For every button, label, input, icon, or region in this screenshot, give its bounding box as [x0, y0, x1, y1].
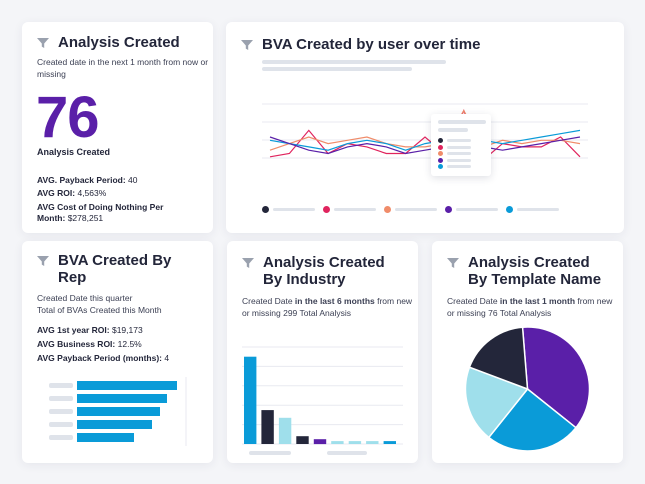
line-chart: [262, 103, 588, 162]
analysis-created-card: Analysis Created Created date in the nex…: [22, 22, 213, 233]
pie-slice: [487, 387, 577, 452]
legend-dot[interactable]: [323, 206, 330, 213]
card-header: Analysis Created By Industry: [242, 254, 398, 288]
vertical-bar-chart: [242, 346, 403, 455]
tooltip-value-placeholder: [447, 139, 471, 142]
stat-roi: AVG ROI: 4,563%: [37, 188, 107, 198]
pie-slice: [468, 326, 529, 391]
stat-business-roi: AVG Business ROI: 12.5%: [37, 339, 142, 349]
stats-list: AVG. Payback Period: 40 AVG ROI: 4,563% …: [37, 175, 207, 224]
description-line: Total of BVAs Created this Month: [37, 305, 162, 315]
bar-label-placeholder: [49, 396, 73, 401]
card-title: BVA Created By Rep: [58, 252, 172, 286]
bar: [313, 439, 327, 445]
tooltip-value-placeholder: [447, 165, 471, 168]
bar-label-placeholder: [49, 435, 73, 440]
bar: [77, 433, 134, 442]
legend-dot[interactable]: [445, 206, 452, 213]
bar: [296, 436, 309, 444]
funnel-icon[interactable]: [241, 39, 253, 51]
bar: [77, 420, 152, 429]
legend-dot[interactable]: [384, 206, 391, 213]
by-industry-card: Analysis Created By Industry Created Dat…: [227, 241, 418, 463]
axis-label-placeholder: [249, 451, 291, 455]
tooltip-subtitle-placeholder: [438, 128, 468, 132]
stat-first-year-roi: AVG 1st year ROI: $19,173: [37, 325, 143, 335]
funnel-icon[interactable]: [37, 255, 49, 267]
chart-tooltip: [431, 114, 491, 176]
legend-dot[interactable]: [506, 206, 513, 213]
legend-label-placeholder: [517, 208, 559, 211]
pie-slice: [464, 366, 529, 439]
bar: [366, 441, 379, 444]
stats-list: AVG 1st year ROI: $19,173 AVG Business R…: [37, 325, 169, 364]
legend-label-placeholder: [334, 208, 376, 211]
card-header: Analysis Created By Template Name: [447, 254, 613, 288]
funnel-icon[interactable]: [242, 257, 254, 269]
tooltip-series-dot: [438, 151, 443, 156]
axis-label-placeholder: [327, 451, 367, 455]
bar: [383, 441, 396, 444]
bar: [244, 356, 257, 444]
horizontal-bar-chart: [49, 377, 187, 446]
stat-cost-of-doing-nothing: AVG Cost of Doing Nothing Per Month: $27…: [37, 202, 164, 223]
subtitle-placeholder: [262, 60, 446, 64]
card-description: Created Date in the last 1 month from ne…: [447, 296, 613, 318]
bar-label-placeholder: [49, 409, 73, 414]
stat-payback-period: AVG Payback Period (months): 4: [37, 353, 170, 363]
tooltip-series-dot: [438, 138, 443, 143]
legend-label-placeholder: [456, 208, 498, 211]
analysis-count: 76: [36, 85, 100, 150]
bar: [77, 407, 160, 416]
by-template-card: Analysis Created By Template Name Create…: [432, 241, 623, 463]
legend-label-placeholder: [395, 208, 437, 211]
card-title: Analysis Created By Template Name: [468, 254, 602, 288]
bar-label-placeholder: [49, 422, 73, 427]
bar: [261, 410, 274, 444]
funnel-icon[interactable]: [37, 37, 49, 49]
card-title: Analysis Created By Industry: [263, 254, 385, 288]
tooltip-title-placeholder: [438, 120, 486, 124]
bar-label-placeholder: [49, 383, 73, 388]
description-line: Created Date this quarter: [37, 293, 133, 303]
tooltip-value-placeholder: [447, 158, 471, 162]
tooltip-series-dot: [438, 157, 443, 163]
bar: [331, 441, 344, 444]
tooltip-value-placeholder: [447, 152, 471, 155]
card-description: Created Date this quarter Total of BVAs …: [37, 292, 162, 316]
bva-by-rep-card: BVA Created By Rep Created Date this qua…: [22, 241, 213, 463]
analysis-count-label: Analysis Created: [37, 147, 111, 157]
tooltip-value-placeholder: [447, 145, 471, 149]
bar: [348, 441, 362, 444]
card-header: BVA Created By Rep: [37, 252, 207, 286]
series-line: [269, 129, 581, 155]
funnel-icon[interactable]: [447, 257, 459, 269]
series-line: [269, 123, 581, 151]
card-description: Created Date in the last 6 months from n…: [242, 296, 413, 318]
card-description: Created date in the next 1 month from no…: [37, 57, 209, 79]
stat-payback: AVG. Payback Period: 40: [37, 175, 138, 185]
card-title: Analysis Created: [58, 34, 180, 51]
legend-label-placeholder: [273, 208, 315, 211]
bar: [77, 381, 177, 390]
pie-chart: [464, 326, 591, 452]
bar: [77, 394, 167, 403]
tooltip-series-dot: [438, 144, 443, 150]
subtitle-placeholder: [262, 67, 412, 71]
bva-over-time-card: BVA Created by user over time: [226, 22, 624, 233]
tooltip-series-dot: [438, 164, 443, 169]
series-line: [269, 109, 581, 151]
legend-dot[interactable]: [262, 206, 269, 213]
card-header: BVA Created by user over time: [241, 36, 480, 53]
pie-slice: [521, 326, 591, 429]
card-title: BVA Created by user over time: [262, 36, 481, 53]
card-header: Analysis Created: [37, 34, 180, 51]
bar: [278, 417, 292, 444]
series-line: [269, 109, 581, 162]
